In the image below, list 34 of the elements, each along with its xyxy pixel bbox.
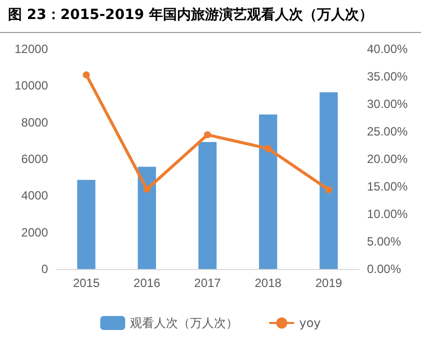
y-tick-label: 10000 bbox=[14, 78, 48, 93]
point bbox=[264, 145, 272, 152]
bar bbox=[77, 180, 96, 269]
y2-tick-label: 20.00% bbox=[367, 152, 408, 166]
y-tick-label: 0 bbox=[41, 262, 48, 276]
y2-tick-label: 0.00% bbox=[367, 262, 402, 276]
x-tick-label: 2015 bbox=[72, 276, 100, 290]
point bbox=[204, 131, 211, 138]
bar bbox=[320, 92, 338, 269]
bar bbox=[259, 114, 278, 269]
point bbox=[325, 186, 332, 194]
y2-tick-label: 25.00% bbox=[367, 124, 408, 138]
y2-tick-label: 10.00% bbox=[367, 207, 408, 221]
x-tick-label: 2017 bbox=[194, 276, 222, 290]
chart-title: 图 23：2015-2019 年国内旅游演艺观看人次（万人次） bbox=[0, 0, 421, 33]
point bbox=[82, 71, 90, 78]
y2-tick-label: 15.00% bbox=[367, 180, 408, 194]
bar bbox=[138, 166, 156, 269]
x-tick-label: 2016 bbox=[134, 276, 161, 290]
y2-tick-label: 40.00% bbox=[367, 42, 408, 56]
y2-tick-label: 5.00% bbox=[367, 234, 402, 248]
y2-tick-label: 35.00% bbox=[367, 70, 408, 84]
legend-label: yoy bbox=[299, 316, 321, 330]
y-tick-label: 8000 bbox=[21, 115, 48, 130]
y-tick-label: 4000 bbox=[21, 188, 48, 203]
x-tick-label: 2018 bbox=[254, 276, 282, 290]
point bbox=[143, 186, 150, 193]
legend-label: 观看人次（万人次） bbox=[130, 316, 238, 330]
y-tick-label: 6000 bbox=[21, 152, 48, 166]
y-tick-label: 12000 bbox=[14, 42, 48, 56]
bar bbox=[198, 142, 217, 269]
x-tick-label: 2019 bbox=[315, 276, 342, 290]
y2-tick-label: 30.00% bbox=[367, 97, 408, 111]
y-tick-label: 2000 bbox=[21, 225, 48, 240]
